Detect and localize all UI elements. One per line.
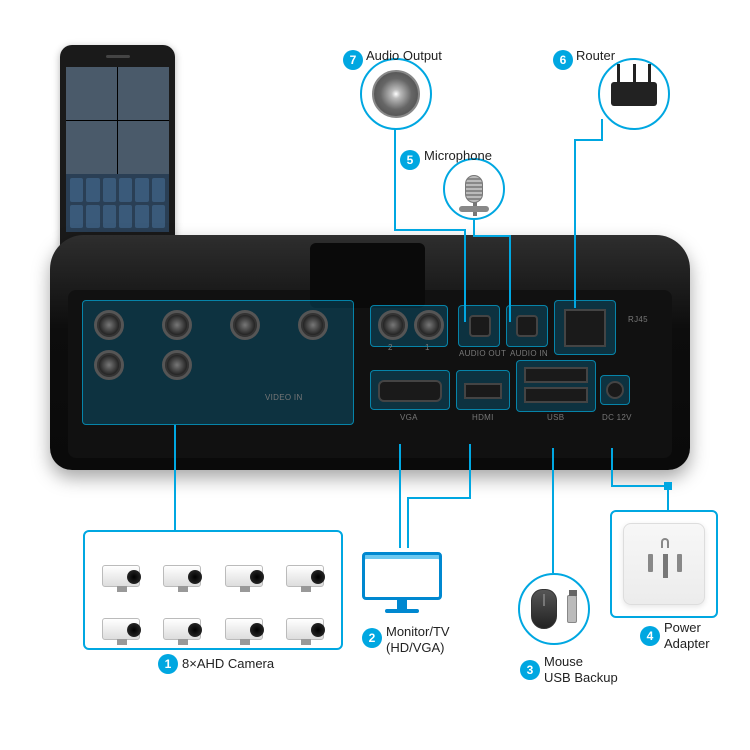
dc-port (606, 381, 624, 399)
caption-audio-output: Audio Output (366, 48, 442, 64)
cameras-box (83, 530, 343, 650)
badge-5: 5 (400, 150, 420, 170)
speaker-icon (372, 70, 420, 118)
phone-screen (66, 67, 169, 232)
outlet-box (610, 510, 718, 618)
usb-port-2 (524, 387, 588, 403)
router-icon (611, 82, 657, 106)
phone-earpiece (106, 55, 130, 58)
port-label-bnc1: 1 (425, 343, 430, 352)
badge-4: 4 (640, 626, 660, 646)
phone-camera-grid (66, 67, 169, 174)
bnc-5 (162, 350, 192, 380)
caption-mouse: Mouse USB Backup (544, 654, 618, 685)
bnc-7 (94, 350, 124, 380)
speaker-circle (360, 58, 432, 130)
bnc-4 (230, 310, 260, 340)
dvr-top-cover (310, 243, 425, 308)
mouse-icon (531, 589, 557, 629)
usb-stick-icon (567, 595, 577, 623)
hdmi-port (464, 383, 502, 399)
port-label-dc: DC 12V (602, 413, 632, 422)
port-label-vga: VGA (400, 413, 418, 422)
caption-power: Power Adapter (664, 620, 710, 651)
port-label-bnc2: 2 (388, 343, 393, 352)
port-label-usb: USB (547, 413, 564, 422)
caption-router: Router (576, 48, 615, 64)
router-circle (598, 58, 670, 130)
port-label-video-in: VIDEO IN (265, 393, 303, 402)
mouse-circle (518, 573, 590, 645)
caption-mic: Microphone (424, 148, 492, 164)
caption-cameras: 8×AHD Camera (182, 656, 274, 672)
audio-out-jack (469, 315, 491, 337)
outlet-icon (623, 523, 705, 605)
bnc-6 (162, 310, 192, 340)
badge-1: 1 (158, 654, 178, 674)
phone-mockup (60, 45, 175, 260)
dvr-unit: VIDEO IN AUDIO OUT AUDIO IN RJ45 VGA HDM… (50, 235, 690, 470)
bnc-3 (298, 310, 328, 340)
bnc-1 (414, 310, 444, 340)
phone-controls (66, 174, 169, 232)
port-label-audio-in: AUDIO IN (510, 349, 548, 358)
mic-circle (443, 158, 505, 220)
badge-6: 6 (553, 50, 573, 70)
port-label-hdmi: HDMI (472, 413, 494, 422)
bnc-2 (378, 310, 408, 340)
badge-2: 2 (362, 628, 382, 648)
badge-3: 3 (520, 660, 540, 680)
badge-7: 7 (343, 50, 363, 70)
usb-port-1 (524, 367, 588, 383)
vga-port (378, 380, 442, 402)
monitor-icon (362, 552, 442, 616)
rj45-port (564, 309, 606, 347)
mic-icon (465, 175, 483, 203)
port-label-audio-out: AUDIO OUT (459, 349, 506, 358)
bnc-8 (94, 310, 124, 340)
caption-monitor: Monitor/TV (HD/VGA) (386, 624, 450, 655)
port-label-rj45: RJ45 (628, 315, 648, 324)
audio-in-jack (516, 315, 538, 337)
